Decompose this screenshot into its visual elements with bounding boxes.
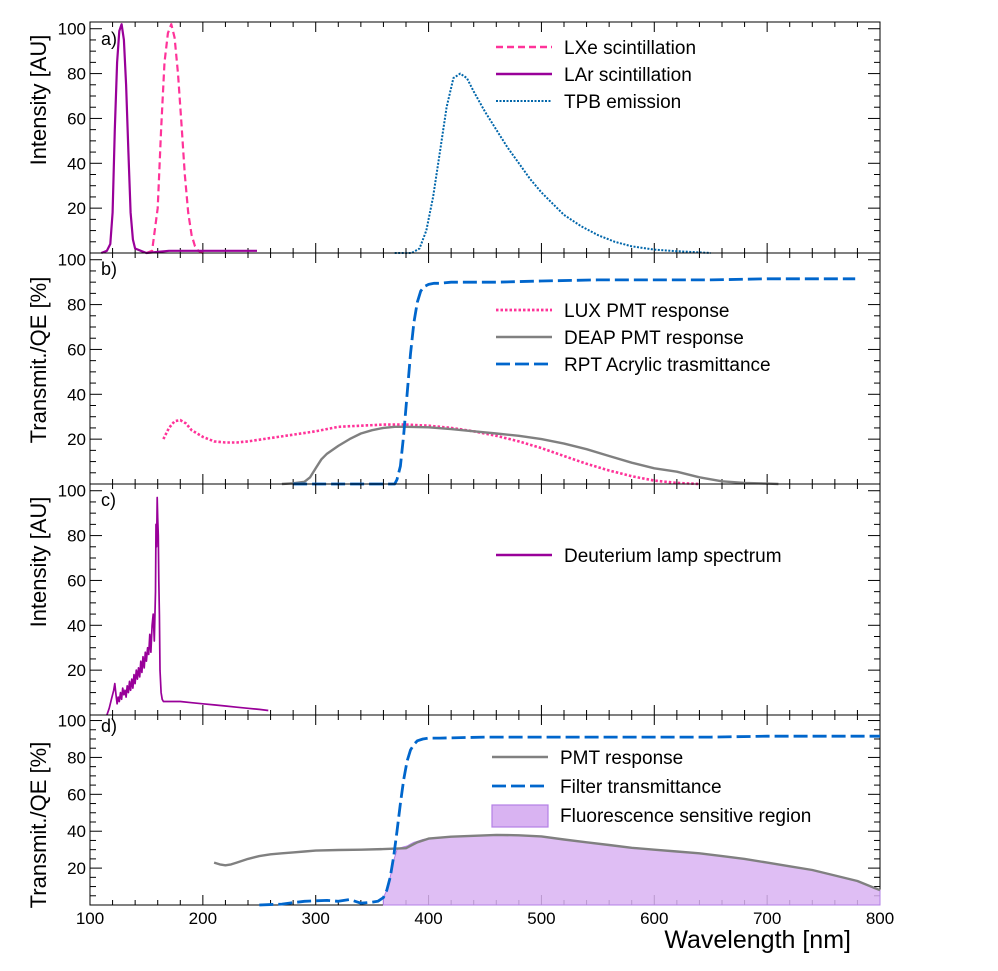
x-tick-label: 400 [414, 909, 442, 928]
legend-label-deut: Deuterium lamp spectrum [564, 546, 782, 567]
panel-c-series [106, 496, 269, 716]
panel-d-y-ticks: 20 40 60 80 100 [58, 712, 880, 897]
panel-b: 20 40 60 80 100 b) Transmit./QE [%] LUX PMT … [26, 251, 881, 486]
y-tick-label: 20 [67, 430, 86, 449]
legend-label-lux: LUX PMT response [564, 301, 729, 322]
legend-label-filter: Filter transmittance [560, 777, 722, 798]
series-line-deap-pmt-response [281, 425, 779, 486]
series-line-lux-pmt-response [162, 418, 700, 486]
panel-b-label: b) [101, 259, 117, 279]
y-tick-label: 60 [67, 340, 86, 359]
y-tick-label: 40 [67, 822, 86, 841]
legend-label-pmt: PMT response [560, 748, 683, 769]
panel-c-y-ticks: 20 40 60 80 100 [58, 482, 881, 715]
y-tick-label: 60 [67, 785, 86, 804]
x-tick-label: 700 [753, 909, 781, 928]
series-line-pmt-response [213, 833, 881, 892]
panel-a-legend: LXe scintillation LAr scintillation TPB … [496, 38, 696, 113]
y-tick-label: 80 [67, 748, 86, 767]
panel-d-x-ticks: 100 200 300 400 500 600 700 800 [76, 715, 894, 928]
y-tick-label: 60 [67, 109, 86, 128]
legend-label-rpt: RPT Acrylic trasmittance [564, 355, 771, 376]
y-tick-label: 100 [58, 482, 86, 501]
legend-label-fluor: Fluorescence sensitive region [560, 806, 811, 827]
panel-a-label: a) [101, 29, 117, 49]
series-line-lxe-scintillation [146, 23, 204, 255]
series-line-deuterium-lamp-spectrum [106, 496, 269, 716]
x-tick-label: 800 [866, 909, 894, 928]
y-tick-label: 100 [58, 712, 86, 731]
legend-label-lar: LAr scintillation [564, 65, 692, 86]
x-tick-label: 300 [302, 909, 330, 928]
y-tick-label: 20 [67, 199, 86, 218]
y-tick-label: 80 [67, 296, 86, 315]
panel-d-y-axis-title: Transmit./QE [%] [26, 742, 51, 909]
x-tick-label: 200 [189, 909, 217, 928]
y-tick-label: 80 [67, 65, 86, 84]
series-line-filter-transmittance [259, 734, 880, 907]
legend-swatch-fluor [491, 804, 549, 828]
panel-d-series [213, 734, 881, 907]
panel-c-legend: Deuterium lamp spectrum [496, 546, 782, 567]
panel-b-legend: LUX PMT response DEAP PMT response RPT A… [496, 301, 771, 376]
panel-a-y-axis-title: Intensity [AU] [26, 35, 51, 166]
y-tick-label: 20 [67, 859, 86, 878]
x-axis-title: Wavelength [nm] [664, 926, 851, 954]
legend-label-deap: DEAP PMT response [564, 328, 744, 349]
y-tick-label: 20 [67, 661, 86, 680]
panel-a: 20 40 60 80 100 a) Intensity [AU] LXe scinti… [26, 20, 881, 255]
x-tick-label: 500 [527, 909, 555, 928]
y-tick-label: 40 [67, 385, 86, 404]
x-tick-label: 600 [640, 909, 668, 928]
y-tick-label: 40 [67, 616, 86, 635]
y-tick-label: 100 [58, 20, 86, 39]
y-tick-label: 60 [67, 571, 86, 590]
panel-d-legend: PMT response Filter transmittance Fluore… [491, 748, 811, 828]
panel-c-label: c) [101, 490, 116, 510]
panel-b-y-axis-title: Transmit./QE [%] [26, 277, 51, 444]
panel-c: 20 40 60 80 100 c) Intensity [AU] Deuterium … [26, 482, 881, 716]
y-tick-label: 40 [67, 154, 86, 173]
panel-c-y-axis-title: Intensity [AU] [26, 497, 51, 628]
y-tick-label: 80 [67, 527, 86, 546]
legend-label-lxe: LXe scintillation [564, 38, 696, 59]
panel-d-label: d) [101, 716, 117, 736]
y-tick-label: 100 [58, 251, 86, 270]
panel-a-y-ticks: 20 40 60 80 100 [58, 20, 881, 253]
panel-b-y-ticks: 20 40 60 80 100 [58, 251, 881, 484]
x-tick-label: 100 [76, 909, 104, 928]
legend-label-tpb: TPB emission [564, 92, 681, 113]
